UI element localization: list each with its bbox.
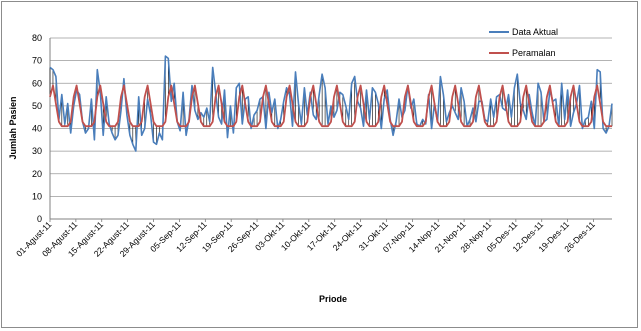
y-tick-label: 70	[32, 56, 42, 66]
y-tick-label: 30	[32, 146, 42, 156]
x-axis-title: Priode	[319, 294, 347, 304]
series-line-data-aktual	[49, 55, 613, 152]
y-tick-label: 20	[32, 169, 42, 179]
y-tick-label: 80	[32, 33, 42, 43]
y-axis-title: Jumlah Pasien	[8, 96, 18, 159]
y-tick-label: 0	[37, 214, 42, 224]
legend-label: Peramalan	[512, 48, 556, 58]
series-line-peramalan	[49, 84, 612, 128]
y-tick-label: 60	[32, 78, 42, 88]
y-tick-label: 40	[32, 124, 42, 134]
legend-label: Data Aktual	[512, 27, 558, 37]
y-tick-label: 50	[32, 101, 42, 111]
y-tick-label: 10	[32, 191, 42, 201]
